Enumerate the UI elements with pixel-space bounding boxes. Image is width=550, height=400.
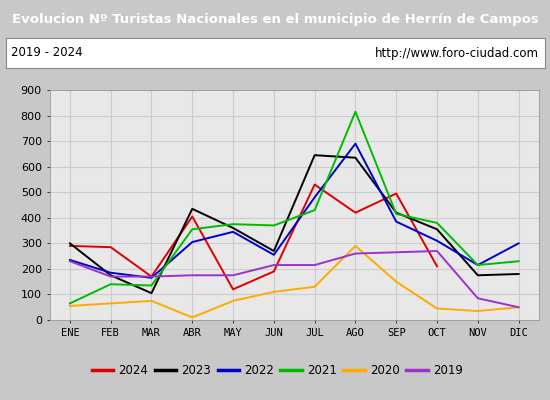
Text: 2023: 2023 bbox=[182, 364, 211, 376]
Text: http://www.foro-ciudad.com: http://www.foro-ciudad.com bbox=[375, 46, 539, 60]
Text: 2022: 2022 bbox=[244, 364, 274, 376]
Text: 2019 - 2024: 2019 - 2024 bbox=[11, 46, 82, 60]
Text: 2020: 2020 bbox=[370, 364, 400, 376]
Text: Evolucion Nº Turistas Nacionales en el municipio de Herrín de Campos: Evolucion Nº Turistas Nacionales en el m… bbox=[12, 12, 538, 26]
Text: 2024: 2024 bbox=[119, 364, 148, 376]
Text: 2019: 2019 bbox=[433, 364, 463, 376]
Text: 2021: 2021 bbox=[307, 364, 337, 376]
